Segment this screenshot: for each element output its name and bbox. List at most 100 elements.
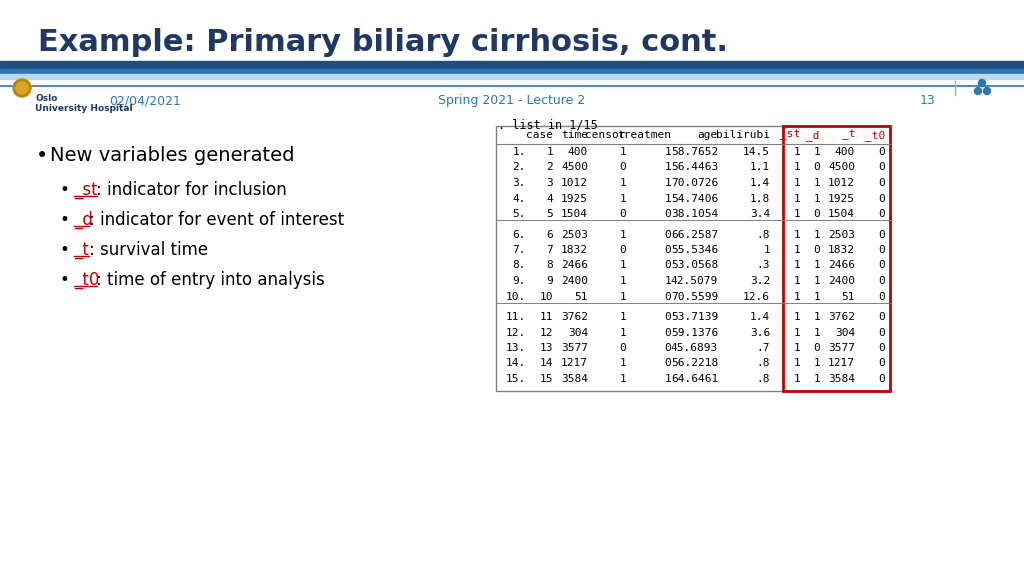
Circle shape	[13, 79, 31, 97]
Text: 0: 0	[879, 358, 885, 369]
Text: 1: 1	[813, 374, 820, 384]
Text: 4.: 4.	[512, 194, 526, 203]
Text: 0: 0	[620, 245, 626, 255]
Text: 1: 1	[813, 147, 820, 157]
Text: 0: 0	[813, 162, 820, 172]
Text: 1: 1	[794, 229, 800, 240]
Text: 13: 13	[921, 94, 936, 107]
Text: 13.: 13.	[506, 343, 526, 353]
Text: _t0: _t0	[74, 271, 99, 289]
Text: 45.6893: 45.6893	[671, 343, 718, 353]
Text: 0: 0	[665, 358, 671, 369]
Text: 11.: 11.	[506, 312, 526, 322]
Text: 3584: 3584	[828, 374, 855, 384]
Text: 1: 1	[620, 358, 626, 369]
Text: 1: 1	[794, 194, 800, 203]
Text: 1: 1	[763, 245, 770, 255]
Text: 2466: 2466	[828, 260, 855, 271]
Text: 3.6: 3.6	[750, 328, 770, 338]
Text: 3577: 3577	[561, 343, 588, 353]
Text: 1: 1	[813, 178, 820, 188]
Circle shape	[975, 88, 981, 94]
Text: 53.0568: 53.0568	[671, 260, 718, 271]
Text: 1: 1	[620, 276, 626, 286]
Circle shape	[983, 88, 990, 94]
Text: •: •	[60, 181, 70, 199]
Text: 54.7406: 54.7406	[671, 194, 718, 203]
Text: 1.8: 1.8	[750, 194, 770, 203]
Text: 64.6461: 64.6461	[671, 374, 718, 384]
Text: 10: 10	[540, 291, 553, 301]
Text: New variables generated: New variables generated	[50, 146, 295, 165]
Text: 1: 1	[813, 229, 820, 240]
Text: 56.2218: 56.2218	[671, 358, 718, 369]
Text: 9.: 9.	[512, 276, 526, 286]
Text: 304: 304	[567, 328, 588, 338]
Text: 0: 0	[813, 343, 820, 353]
Text: 4: 4	[546, 194, 553, 203]
Text: 59.1376: 59.1376	[671, 328, 718, 338]
Text: : time of entry into analysis: : time of entry into analysis	[96, 271, 326, 289]
Text: 14.5: 14.5	[743, 147, 770, 157]
Text: 1012: 1012	[828, 178, 855, 188]
Text: 0: 0	[879, 162, 885, 172]
Circle shape	[979, 79, 985, 86]
Text: 1012: 1012	[561, 178, 588, 188]
Circle shape	[16, 82, 28, 94]
Text: 15.: 15.	[506, 374, 526, 384]
Text: 1: 1	[794, 358, 800, 369]
Text: 3.: 3.	[512, 178, 526, 188]
Text: •: •	[36, 146, 48, 166]
Text: .8: .8	[757, 229, 770, 240]
Text: 55.5346: 55.5346	[671, 245, 718, 255]
Text: 1: 1	[813, 328, 820, 338]
Text: 02/04/2021: 02/04/2021	[110, 94, 181, 107]
Text: 0: 0	[665, 229, 671, 240]
Text: 3: 3	[546, 178, 553, 188]
Text: 1: 1	[794, 312, 800, 322]
Text: : indicator for inclusion: : indicator for inclusion	[96, 181, 288, 199]
Text: 7: 7	[546, 245, 553, 255]
Bar	[0, 61, 1024, 69]
Text: . list in 1/15: . list in 1/15	[498, 118, 598, 131]
Text: bilirubi: bilirubi	[716, 130, 770, 140]
Text: case: case	[526, 130, 553, 140]
Text: •: •	[60, 211, 70, 229]
Bar	[0, 74, 1024, 79]
Text: 4500: 4500	[561, 162, 588, 172]
Text: 1: 1	[794, 328, 800, 338]
Text: 1: 1	[620, 291, 626, 301]
Text: : survival time: : survival time	[89, 241, 208, 259]
Text: : indicator for event of interest: : indicator for event of interest	[89, 211, 344, 229]
Text: .8: .8	[757, 374, 770, 384]
Text: 0: 0	[665, 291, 671, 301]
Text: 51: 51	[842, 291, 855, 301]
Text: 1: 1	[620, 178, 626, 188]
Text: 2400: 2400	[828, 276, 855, 286]
Text: 0: 0	[879, 291, 885, 301]
Text: 1832: 1832	[828, 245, 855, 255]
Text: 0: 0	[665, 209, 671, 219]
Text: Oslo
University Hospital: Oslo University Hospital	[35, 94, 133, 113]
Text: 1: 1	[794, 162, 800, 172]
Text: 0: 0	[665, 260, 671, 271]
Text: 53.7139: 53.7139	[671, 312, 718, 322]
Text: 10.: 10.	[506, 291, 526, 301]
Text: 304: 304	[835, 328, 855, 338]
Text: 1832: 1832	[561, 245, 588, 255]
Text: 6.: 6.	[512, 229, 526, 240]
Text: 3762: 3762	[828, 312, 855, 322]
Text: _d: _d	[74, 211, 93, 229]
Text: 0: 0	[879, 343, 885, 353]
Text: 1: 1	[794, 178, 800, 188]
Bar	[496, 126, 890, 391]
Text: •: •	[60, 241, 70, 259]
Text: 0: 0	[879, 312, 885, 322]
Text: 2466: 2466	[561, 260, 588, 271]
Text: 0: 0	[879, 276, 885, 286]
Text: 1: 1	[620, 328, 626, 338]
Text: 5.: 5.	[512, 209, 526, 219]
Text: _d: _d	[807, 130, 820, 141]
Text: age: age	[697, 130, 718, 140]
Text: 2400: 2400	[561, 276, 588, 286]
